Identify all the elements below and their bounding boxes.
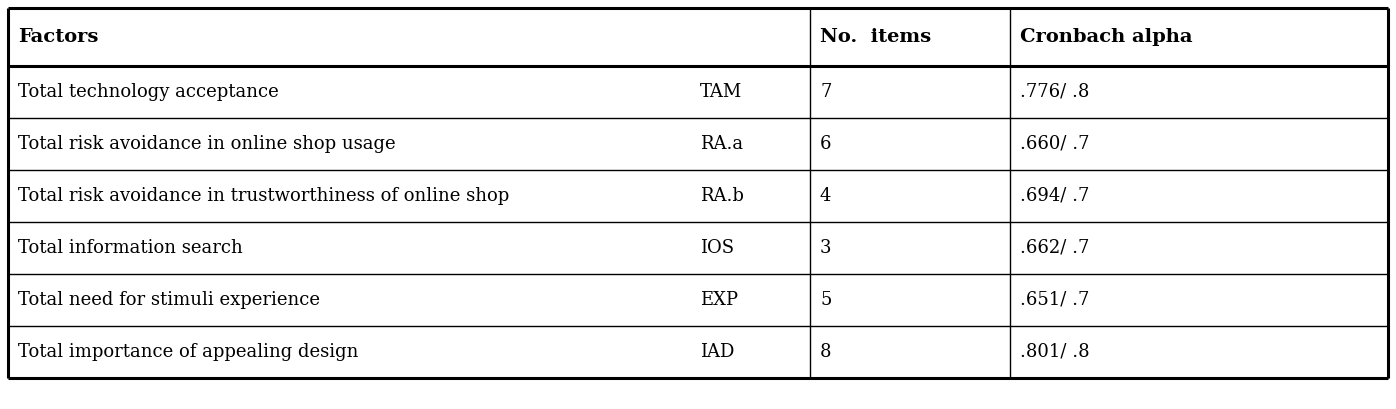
Text: .776/ .8: .776/ .8 (1020, 83, 1089, 101)
Text: 4: 4 (819, 187, 832, 205)
Text: Total information search: Total information search (18, 239, 243, 257)
Text: No.  items: No. items (819, 28, 931, 46)
Text: 6: 6 (819, 135, 832, 153)
Text: Cronbach alpha: Cronbach alpha (1020, 28, 1192, 46)
Text: 5: 5 (819, 291, 832, 309)
Text: IOS: IOS (699, 239, 734, 257)
Text: Total need for stimuli experience: Total need for stimuli experience (18, 291, 320, 309)
Text: Factors: Factors (18, 28, 98, 46)
Text: Total risk avoidance in online shop usage: Total risk avoidance in online shop usag… (18, 135, 395, 153)
Text: EXP: EXP (699, 291, 738, 309)
Text: 7: 7 (819, 83, 832, 101)
Text: .694/ .7: .694/ .7 (1020, 187, 1089, 205)
Text: RA.a: RA.a (699, 135, 743, 153)
Text: RA.b: RA.b (699, 187, 744, 205)
Text: .660/ .7: .660/ .7 (1020, 135, 1089, 153)
Text: 3: 3 (819, 239, 832, 257)
Text: .662/ .7: .662/ .7 (1020, 239, 1089, 257)
Text: Total importance of appealing design: Total importance of appealing design (18, 343, 359, 361)
Text: .801/ .8: .801/ .8 (1020, 343, 1090, 361)
Text: TAM: TAM (699, 83, 743, 101)
Text: IAD: IAD (699, 343, 734, 361)
Text: Total risk avoidance in trustworthiness of online shop: Total risk avoidance in trustworthiness … (18, 187, 510, 205)
Text: Total technology acceptance: Total technology acceptance (18, 83, 279, 101)
Text: .651/ .7: .651/ .7 (1020, 291, 1089, 309)
Text: 8: 8 (819, 343, 832, 361)
